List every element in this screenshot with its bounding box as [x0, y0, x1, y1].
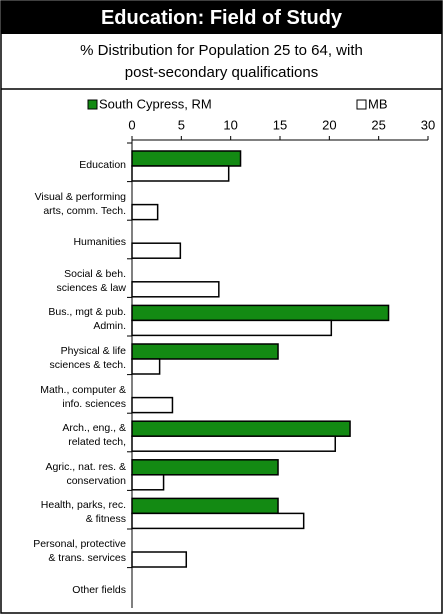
y-tick-label: Humanities	[73, 236, 126, 249]
x-tick-label: 30	[421, 117, 435, 132]
bar	[131, 165, 230, 182]
x-tick-label: 0	[128, 117, 135, 132]
bar	[131, 396, 174, 414]
x-tick-label: 15	[273, 117, 287, 132]
chart-title: Education: Field of Study	[100, 7, 343, 29]
bar	[131, 281, 220, 298]
y-tick-label: Visual & performing arts, comm. Tech.	[34, 190, 126, 217]
bar	[131, 150, 242, 167]
bar	[131, 512, 305, 530]
bar	[131, 358, 161, 375]
bar	[131, 203, 159, 221]
bar	[131, 242, 182, 259]
y-tick-label: Social & beh. sciences & law	[56, 267, 126, 294]
y-tick-label: Physical & life sciences & tech.	[49, 345, 126, 371]
title-bar	[1, 1, 442, 34]
legend-swatch	[356, 99, 367, 110]
bar	[131, 435, 337, 452]
x-tick-label: 20	[322, 117, 336, 132]
bar	[131, 459, 279, 476]
legend-swatch	[87, 99, 98, 110]
bar	[131, 304, 390, 322]
x-tick-label: 25	[371, 117, 385, 132]
chart-subtitle: % Distribution for Population 25 to 64, …	[80, 42, 363, 81]
x-tick-label: 10	[223, 117, 237, 132]
bar	[131, 551, 188, 568]
y-tick-label: Math., computer & info. sciences	[40, 383, 126, 410]
bar	[131, 474, 165, 491]
y-tick-label: Other fields	[72, 583, 126, 596]
y-tick-label: Agric., nat. res. & conservation	[45, 460, 126, 487]
y-tick-label: Arch., eng., & related tech,	[62, 422, 126, 449]
legend-label: MB	[368, 96, 388, 111]
legend-label: South Cypress, RM	[99, 96, 212, 111]
x-tick-label: 5	[178, 117, 185, 132]
y-tick-label: Education	[79, 159, 126, 171]
y-tick-label: Personal, protective & trans. services	[33, 538, 126, 564]
y-tick-label: Health, parks, rec. & fitness	[40, 499, 126, 526]
bar	[131, 319, 333, 337]
bar	[131, 420, 351, 437]
bar	[131, 343, 279, 360]
bar	[131, 497, 279, 515]
y-tick-label: Bus., mgt & pub. Admin.	[48, 306, 126, 333]
